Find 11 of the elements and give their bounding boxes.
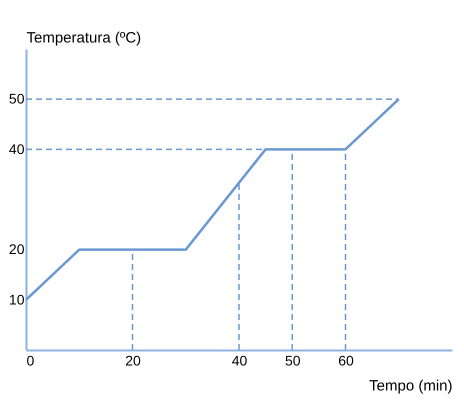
y-tick-label: 50 — [8, 90, 25, 107]
x-tick-label: 50 — [284, 352, 301, 368]
x-tick-label: 20 — [125, 352, 141, 368]
x-tick-label: 0 — [26, 352, 34, 368]
y-tick-label: 10 — [8, 291, 25, 308]
y-axis-title: Temperatura (ºC) — [26, 30, 142, 46]
y-tick-label: 40 — [8, 140, 25, 157]
x-tick-label: 40 — [232, 352, 248, 368]
x-tick-label: 60 — [338, 352, 354, 368]
y-tick-label: 20 — [8, 241, 25, 258]
x-axis-title: Tempo (min) — [369, 378, 452, 394]
